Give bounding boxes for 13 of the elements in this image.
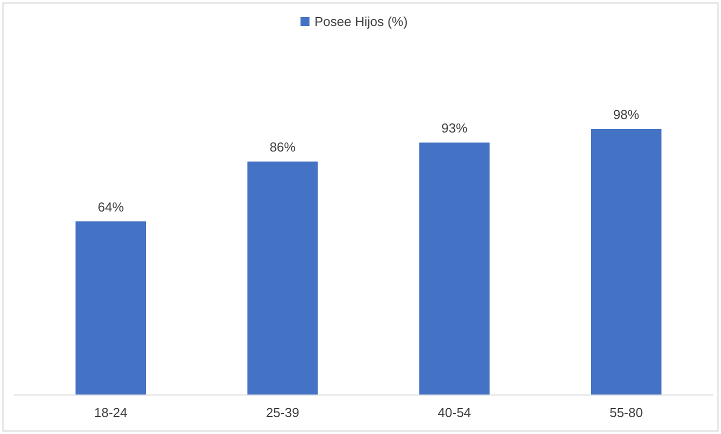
data-label: 93%: [441, 120, 468, 136]
x-tick-label: 18-24: [94, 405, 128, 420]
bar: [76, 221, 146, 395]
bar: [247, 162, 318, 395]
legend-label: Posee Hijos (%): [314, 14, 408, 29]
bar: [591, 129, 662, 395]
bar: [419, 142, 490, 395]
x-tick-label: 40-54: [438, 405, 472, 420]
data-label: 86%: [270, 140, 296, 155]
x-tick-label: 25-39: [266, 405, 300, 420]
data-label: 98%: [613, 107, 640, 122]
data-label: 64%: [98, 199, 124, 214]
x-tick-label: 55-80: [610, 405, 643, 420]
